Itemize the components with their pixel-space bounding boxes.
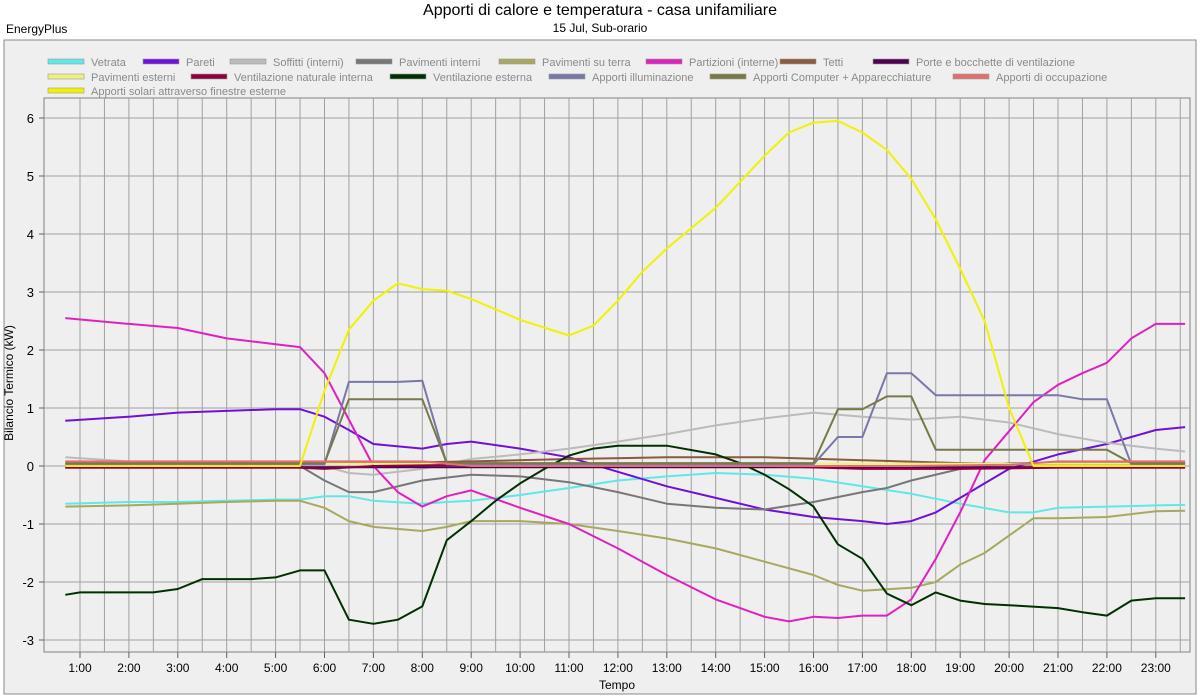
x-tick-label: 4:00	[215, 661, 239, 675]
legend-swatch	[355, 58, 393, 65]
legend-label: Ventilazione esterna	[433, 72, 533, 84]
x-tick-label: 7:00	[362, 661, 386, 675]
legend-label: Partizioni (interne)	[689, 57, 778, 69]
legend-swatch	[645, 58, 683, 65]
series-line-soffitti-interni	[65, 411, 1186, 476]
x-tick-label: 23:00	[1141, 661, 1171, 675]
legend-swatch	[498, 58, 536, 65]
grid	[43, 97, 1191, 653]
y-axis-label: Bilancio Termico (kW)	[2, 325, 16, 441]
legend-swatch	[142, 58, 180, 65]
app-name: EnergyPlus	[6, 22, 68, 36]
x-tick-label: 20:00	[994, 661, 1024, 675]
x-tick-label: 17:00	[847, 661, 877, 675]
series-line-apporti-computer-apparecchiature	[65, 395, 1186, 465]
series-line-apporti-illuminazione	[65, 372, 1186, 466]
series-line-apporti-di-occupazione	[65, 460, 1186, 467]
legend-label: Pavimenti esterni	[91, 72, 175, 84]
legend-label: Tetti	[823, 57, 843, 69]
legend-swatch	[779, 58, 817, 65]
x-tick-label: 10:00	[505, 661, 535, 675]
legend-label: Apporti solari attraverso finestre ester…	[91, 86, 286, 98]
y-tick-label: 6	[27, 111, 34, 126]
chart-subtitle: 15 Jul, Sub-orario	[552, 21, 648, 35]
x-tick-label: 18:00	[896, 661, 926, 675]
legend-label: Porte e bocchette di ventilazione	[916, 57, 1075, 69]
axes: 1:00 2:00 3:00 4:00 5:00 6:00 7:00 8:00 9:00 10:0…	[22, 111, 1171, 675]
chart-title: Apporti di calore e temperatura - casa u…	[423, 2, 777, 19]
x-tick-label: 15:00	[750, 661, 780, 675]
legend-label: Pareti	[186, 57, 215, 69]
legend-swatch	[952, 73, 990, 80]
x-tick-label: 11:00	[554, 661, 583, 675]
x-tick-label: 14:00	[701, 661, 731, 675]
legend-swatch	[47, 58, 85, 65]
series-line-vetrata	[65, 472, 1186, 514]
y-tick-label: -3	[22, 633, 34, 648]
x-tick-label: 21:00	[1043, 661, 1073, 675]
x-tick-label: 1:00	[68, 661, 92, 675]
legend-swatch	[548, 73, 586, 80]
legend-swatch	[709, 73, 747, 80]
y-tick-label: 2	[27, 343, 34, 358]
series-line-pavimenti-su-terra	[65, 499, 1186, 592]
legend-label: Ventilazione naturale interna	[234, 72, 374, 84]
y-tick-label: -1	[22, 517, 34, 532]
series-group	[65, 119, 1186, 625]
x-tick-label: 2:00	[117, 661, 141, 675]
x-tick-label: 19:00	[945, 661, 975, 675]
x-tick-label: 12:00	[603, 661, 633, 675]
series-line-apporti-solari-attraverso-finestre-esterne	[65, 119, 1186, 467]
legend-swatch	[229, 58, 267, 65]
legend-swatch	[872, 58, 910, 65]
x-tick-label: 9:00	[460, 661, 484, 675]
legend-label: Apporti Computer + Apparecchiature	[753, 72, 931, 84]
y-tick-label: 1	[27, 401, 34, 416]
legend-swatch	[47, 73, 85, 80]
plot-area	[43, 97, 1191, 653]
legend-label: Pavimenti interni	[399, 57, 480, 69]
x-axis-label: Tempo	[599, 678, 635, 692]
x-tick-label: 13:00	[652, 661, 682, 675]
series-line-partizioni-interne	[65, 317, 1186, 623]
legend-swatch	[47, 87, 85, 94]
x-tick-label: 16:00	[798, 661, 828, 675]
y-tick-label: 3	[27, 285, 34, 300]
y-tick-label: 0	[27, 459, 34, 474]
series-line-ventilazione-esterna	[65, 444, 1186, 625]
x-tick-label: 8:00	[411, 661, 435, 675]
x-tick-label: 22:00	[1092, 661, 1122, 675]
legend-label: Apporti illuminazione	[592, 72, 694, 84]
legend-label: Soffitti (interni)	[273, 57, 344, 69]
legend-swatch	[389, 73, 427, 80]
legend-swatch	[190, 73, 228, 80]
y-tick-label: 5	[27, 169, 34, 184]
x-tick-label: 5:00	[264, 661, 288, 675]
y-tick-label: -2	[22, 575, 34, 590]
legend-label: Pavimenti su terra	[542, 57, 632, 69]
legend-label: Apporti di occupazione	[996, 72, 1107, 84]
x-tick-label: 3:00	[166, 661, 190, 675]
y-tick-label: 4	[27, 227, 34, 242]
legend: Vetrata Pareti Soffitti (interni) Pavimenti…	[47, 57, 1107, 98]
legend-label: Vetrata	[91, 57, 127, 69]
x-tick-label: 6:00	[313, 661, 337, 675]
